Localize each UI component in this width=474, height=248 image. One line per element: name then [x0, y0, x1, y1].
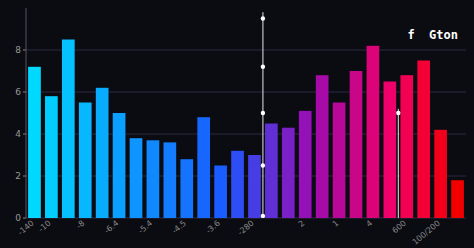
x-tick-label: -140	[16, 219, 36, 238]
grid-line	[26, 218, 466, 219]
x-tick-label: -4.5	[170, 219, 188, 236]
bar	[214, 166, 227, 219]
vertical-lines	[261, 12, 401, 218]
x-tick-label: -280	[236, 219, 256, 238]
bar	[299, 111, 312, 218]
y-tick-label: 0	[15, 213, 21, 223]
y-tick-label: 6	[15, 87, 21, 97]
x-tick-label: -3.6	[204, 219, 222, 236]
x-tick-label: -10	[37, 219, 53, 234]
bars	[28, 40, 464, 219]
y-tick-label: 4	[15, 129, 21, 139]
bar	[180, 159, 193, 218]
bar	[248, 155, 261, 218]
x-tick-label: -8	[75, 219, 87, 231]
bar	[231, 151, 244, 218]
bar	[417, 61, 430, 219]
bar	[79, 103, 92, 219]
bar	[28, 67, 41, 218]
bar	[197, 117, 210, 218]
x-tick-label: 600	[391, 219, 408, 236]
grid-line	[26, 134, 466, 135]
line-dot	[396, 111, 400, 115]
chart: 0 2 4 6 8 -140-10 -8 -6.4 -5.4 -4.5 -3.6 -280 2 1 4 600…	[0, 0, 474, 248]
bar	[316, 75, 329, 218]
bar	[434, 130, 447, 218]
x-tick-label: 100/200	[411, 219, 442, 247]
bar	[282, 128, 295, 218]
bar	[333, 103, 346, 219]
bar	[62, 40, 75, 219]
grid	[26, 50, 466, 218]
line-dot	[261, 65, 265, 69]
bar	[384, 82, 397, 219]
x-tick-label: 2	[297, 219, 307, 229]
bar	[164, 142, 177, 218]
line-dot	[261, 111, 265, 115]
line-dot	[261, 16, 265, 20]
y-tick-label: 8	[15, 45, 21, 55]
annotation: f Gton	[407, 28, 458, 42]
grid-line	[26, 92, 466, 93]
bar	[350, 71, 363, 218]
x-tick-label: 1	[331, 219, 341, 229]
x-tick-label: 4	[365, 219, 375, 229]
bar	[147, 140, 160, 218]
line-dot	[261, 214, 265, 218]
y-tick-label: 2	[15, 171, 21, 181]
bar	[96, 88, 109, 218]
background	[0, 0, 474, 248]
line-dot	[261, 163, 265, 167]
vertical-line	[398, 109, 399, 218]
grid-line	[26, 176, 466, 177]
bar	[451, 180, 464, 218]
x-tick-label: -5.4	[136, 219, 154, 236]
y-axis-line	[26, 8, 27, 218]
x-tick-label: -6.4	[103, 219, 121, 236]
bar	[367, 46, 380, 218]
grid-line	[26, 50, 466, 51]
bar	[113, 113, 126, 218]
bar	[265, 124, 278, 219]
bar	[130, 138, 143, 218]
bar	[400, 75, 413, 218]
bar	[45, 96, 58, 218]
